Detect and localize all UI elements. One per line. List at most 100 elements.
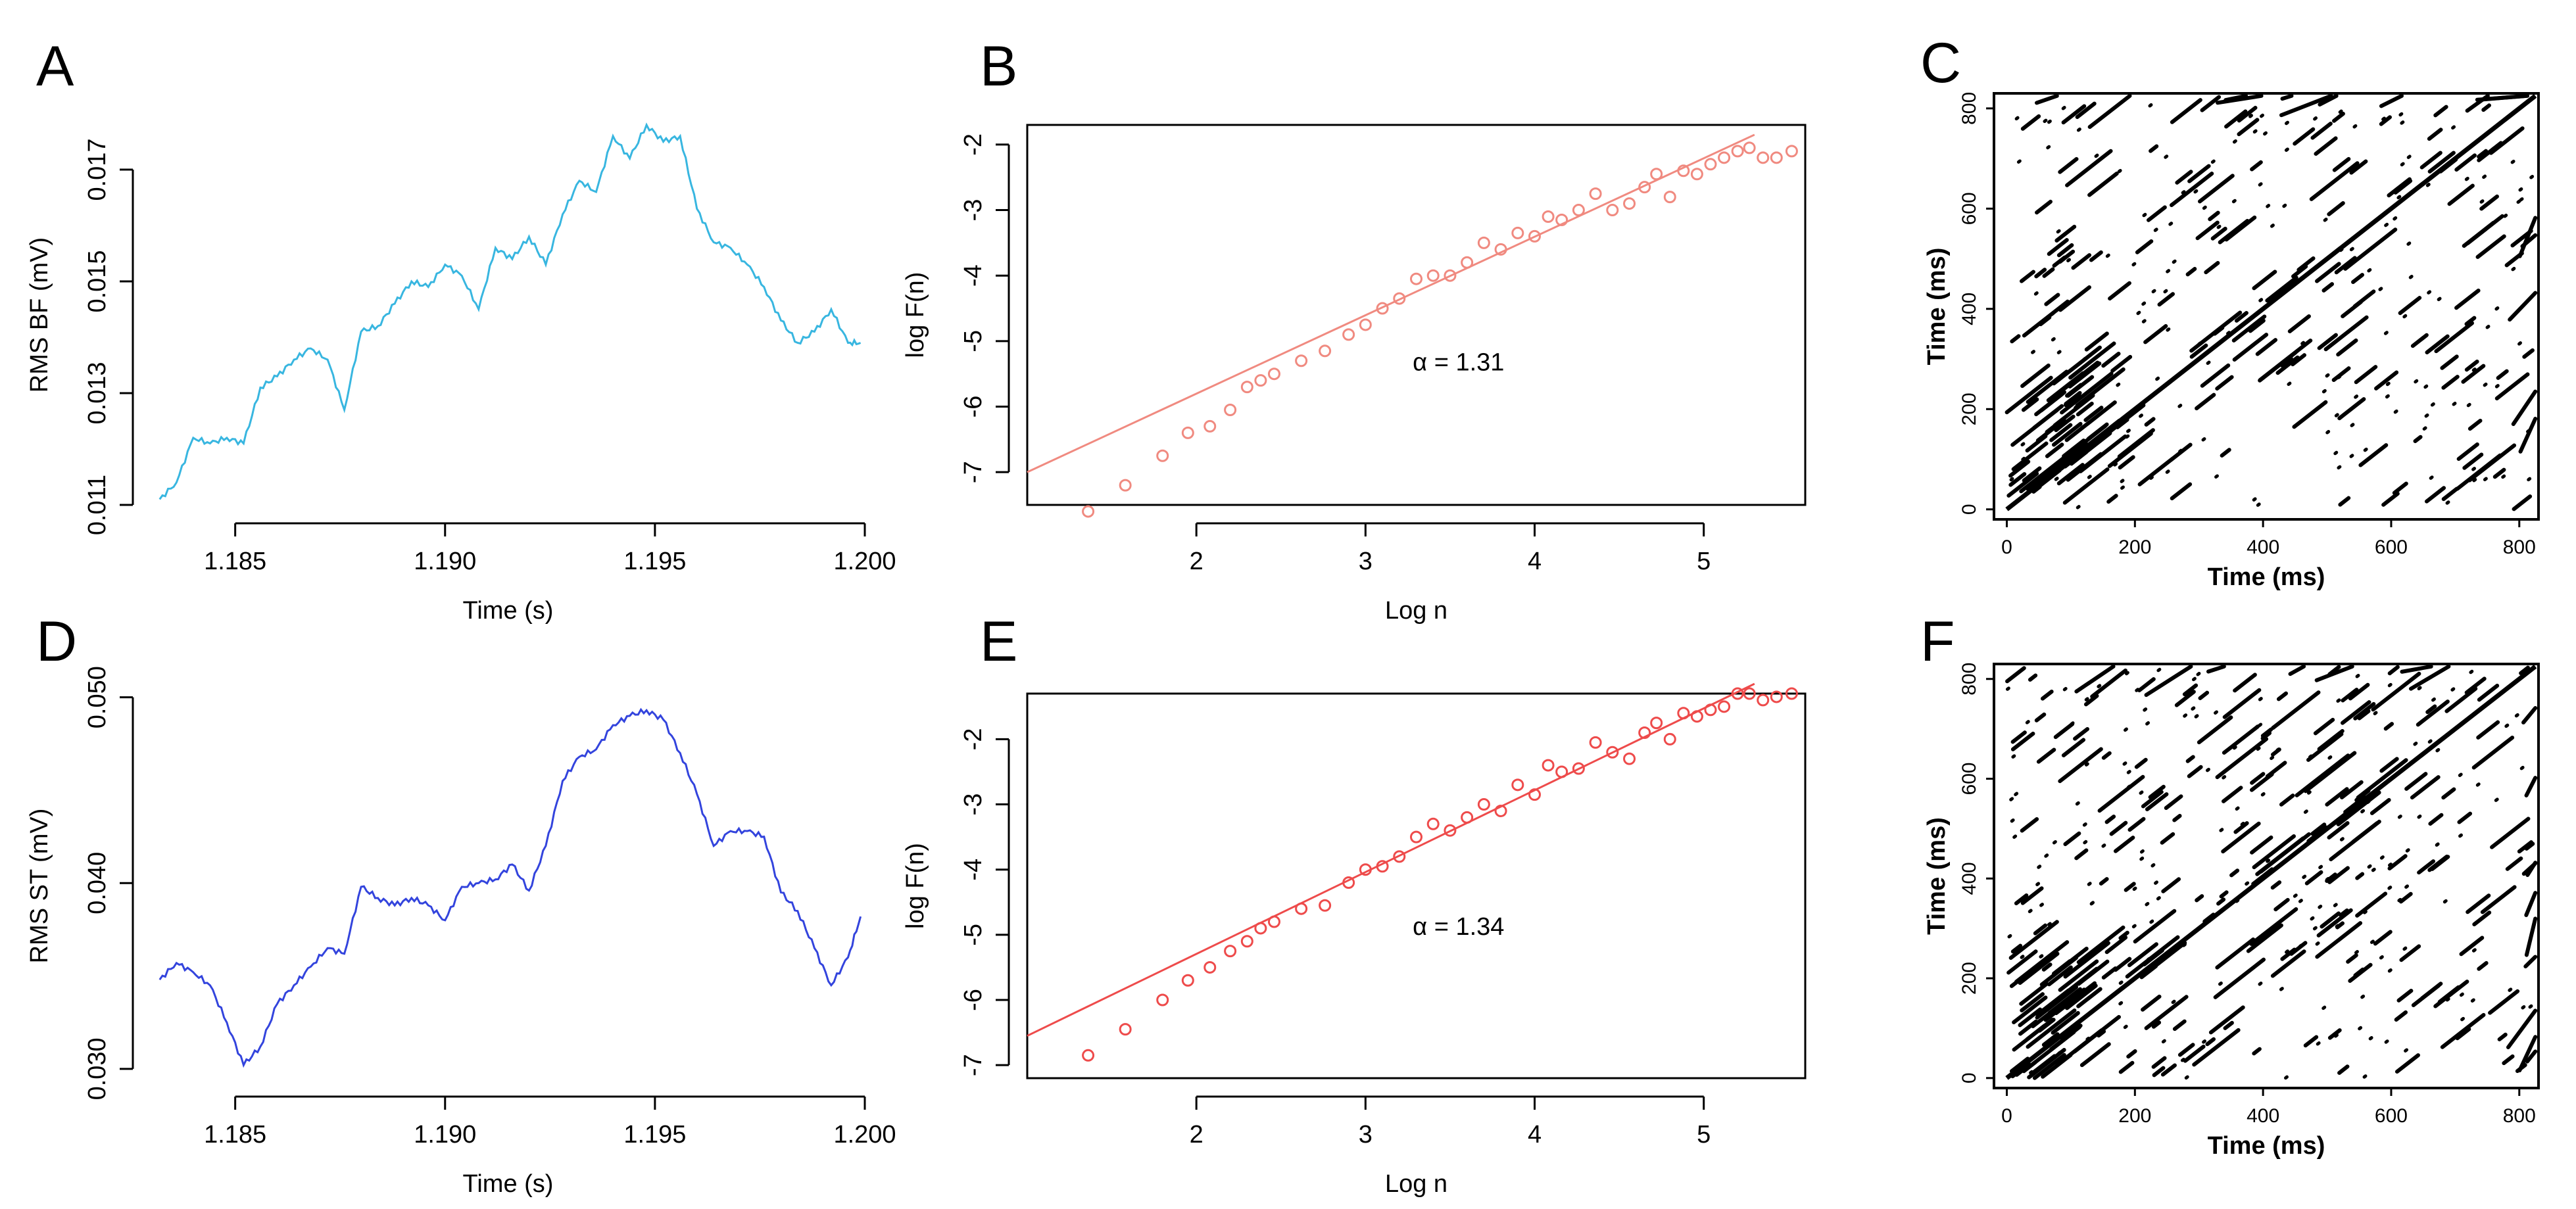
recurrence-segment	[2120, 479, 2125, 483]
panel-e: E 2 3 4 5 Log n -7 -6 -5 -4 -3 -2 log F(n) α = 1.34	[902, 610, 1807, 1198]
recurrence-segment	[2427, 151, 2456, 174]
recurrence-segment	[2503, 213, 2508, 218]
recurrence-segment	[2126, 770, 2131, 774]
recurrence-segment	[2008, 472, 2027, 487]
recurrence-segment	[2145, 721, 2151, 726]
y-axis-label: Time (ms)	[1923, 817, 1951, 935]
recurrence-segment	[2379, 855, 2385, 860]
y-tick-label: 0.050	[84, 666, 111, 728]
recurrence-segment	[2078, 434, 2127, 473]
recurrence-segment	[2441, 787, 2456, 800]
recurrence-segment	[2408, 275, 2414, 279]
recurrence-segment	[2145, 901, 2150, 907]
data-point	[1254, 374, 1267, 387]
data-point	[1393, 292, 1406, 305]
plot-frame	[1026, 692, 1807, 1079]
data-point	[1254, 922, 1267, 935]
recurrence-segment	[2250, 835, 2273, 855]
data-point	[1572, 204, 1585, 217]
recurrence-segment	[2149, 475, 2154, 480]
recurrence-segment	[2164, 794, 2183, 810]
recurrence-segment	[2521, 706, 2538, 724]
data-point	[1477, 798, 1490, 811]
recurrence-segment	[2010, 731, 2035, 751]
panel-c: C 0 200 400 600 800 Time (ms) 0 200 400 600 800 Time…	[1920, 32, 2540, 591]
recurrence-segment	[2354, 394, 2359, 399]
recurrence-segment	[2508, 291, 2538, 322]
recurrence-segment	[2435, 842, 2440, 847]
recurrence-segment	[2335, 921, 2345, 930]
recurrence-segment	[2208, 210, 2220, 222]
recurrence-segment	[2303, 809, 2308, 814]
recurrence-segment	[2222, 724, 2260, 755]
recurrence-segment	[2214, 710, 2218, 715]
recurrence-segment	[2258, 982, 2263, 986]
recurrence-segment	[2270, 224, 2275, 228]
recurrence-segment	[2012, 995, 2048, 1025]
recurrence-segment	[2011, 441, 2049, 471]
recurrence-segment	[2139, 414, 2143, 418]
recurrence-segment	[2252, 129, 2258, 134]
recurrence-segment	[2341, 700, 2371, 725]
recurrence-segment	[2175, 170, 2193, 185]
recurrence-segment	[2218, 981, 2223, 986]
recurrence-segment	[2151, 1020, 2162, 1029]
recurrence-segment	[2452, 402, 2457, 406]
recurrence-segment	[2430, 402, 2435, 407]
recurrence-segment	[2517, 341, 2523, 346]
recurrence-segment	[2201, 437, 2206, 442]
recurrence-segment	[2400, 120, 2405, 125]
data-point	[1555, 765, 1568, 778]
recurrence-segment	[2216, 897, 2226, 906]
recurrence-segment	[2379, 93, 2404, 108]
recurrence-segment	[2141, 301, 2147, 306]
recurrence-segment	[2510, 159, 2515, 164]
data-point	[1743, 141, 1756, 154]
recurrence-segment	[2044, 853, 2049, 858]
recurrence-segment	[2466, 402, 2471, 408]
recurrence-segment	[2202, 913, 2216, 924]
recurrence-segment	[2037, 1018, 2056, 1033]
recurrence-segment	[2393, 409, 2398, 414]
recurrence-segment	[2454, 289, 2481, 310]
recurrence-segment	[2310, 822, 2327, 836]
recurrence-segment	[2181, 943, 2187, 947]
data-point	[1319, 344, 1332, 358]
recurrence-segment	[2231, 314, 2267, 343]
y-tick-label: 200	[1958, 962, 1980, 995]
recurrence-segment	[2134, 757, 2148, 769]
recurrence-segment	[2113, 836, 2135, 853]
data-point	[1477, 236, 1490, 249]
recurrence-segment	[2282, 203, 2287, 208]
recurrence-segment	[2224, 109, 2248, 129]
recurrence-segment	[2231, 199, 2237, 204]
recurrence-segment	[2031, 350, 2036, 354]
recurrence-segment	[2127, 817, 2146, 832]
recurrence-segment	[2479, 194, 2499, 211]
recurrence-segment	[2074, 848, 2089, 861]
recurrence-segment	[2304, 870, 2323, 886]
panel-letter: E	[980, 610, 1017, 673]
recurrence-segment	[2066, 375, 2095, 398]
recurrence-segment	[2041, 962, 2053, 972]
recurrence-segment	[2145, 792, 2169, 812]
recurrence-segment	[2009, 477, 2014, 482]
recurrence-segment	[2252, 834, 2296, 870]
recurrence-segment	[2229, 868, 2240, 878]
x-tick-label: 1.185	[204, 548, 266, 575]
recurrence-segment	[2466, 893, 2491, 914]
recurrence-segment	[2337, 1064, 2350, 1075]
recurrence-segment	[2172, 1019, 2187, 1031]
recurrence-segment	[2245, 881, 2250, 886]
recurrence-segment	[2327, 1028, 2342, 1040]
recurrence-segment	[2083, 694, 2099, 707]
recurrence-segment	[2457, 811, 2473, 824]
recurrence-segment	[2087, 172, 2119, 197]
recurrence-segment	[2177, 1043, 2195, 1057]
recurrence-segment	[2327, 866, 2350, 884]
data-point	[1359, 863, 1372, 876]
panel-letter: B	[980, 35, 1017, 98]
recurrence-segment	[2089, 250, 2103, 262]
recurrence-segment	[2346, 953, 2358, 964]
x-axis-label: Log n	[1385, 1170, 1447, 1198]
